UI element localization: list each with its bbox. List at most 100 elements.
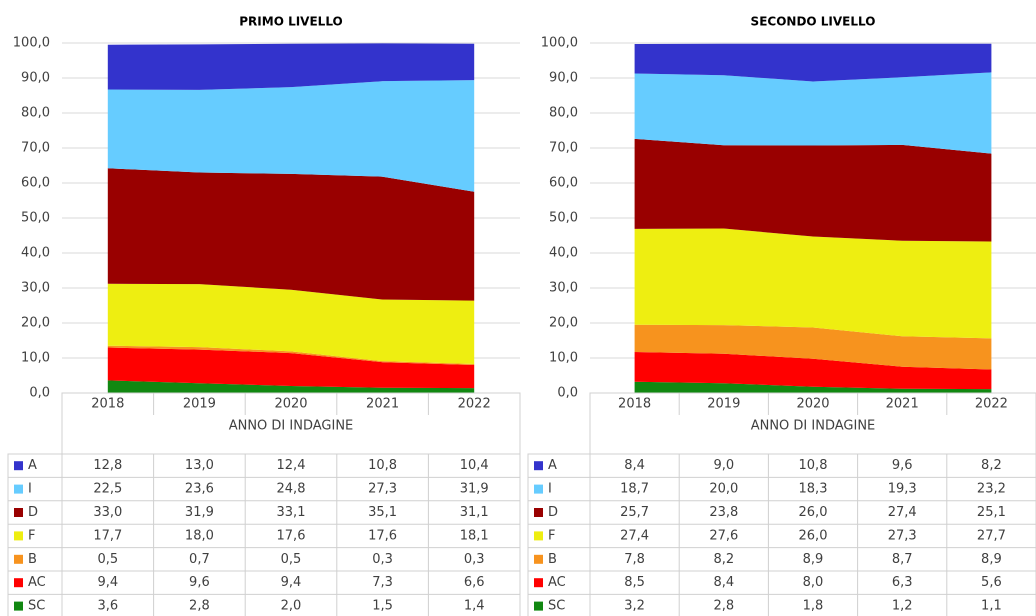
legend-marker: [534, 578, 543, 588]
y-tick-label: 50,0: [549, 211, 578, 226]
y-tick-label: 10,0: [549, 351, 578, 366]
table-cell: 2,8: [713, 599, 734, 614]
table-cell: 13,0: [185, 458, 214, 473]
area: [634, 72, 992, 154]
x-tick-label: 2018: [91, 397, 124, 412]
x-tick-label: 2021: [366, 397, 399, 412]
x-tick-label: 2019: [183, 397, 216, 412]
area: [634, 324, 992, 370]
y-tick-label: 0,0: [29, 386, 50, 401]
table-cell: 17,6: [368, 528, 397, 543]
legend-marker: [14, 461, 23, 471]
table-cell: 12,8: [93, 458, 122, 473]
table-cell: 27,3: [888, 528, 917, 543]
legend-marker: [534, 554, 543, 564]
table-cell: 27,4: [620, 528, 649, 543]
legend-label: B: [548, 552, 557, 567]
table-cell: 0,3: [464, 552, 485, 567]
legend-label: I: [28, 482, 32, 497]
table-cell: 27,3: [368, 482, 397, 497]
table-cell: 18,1: [460, 528, 489, 543]
area: [107, 168, 475, 301]
y-tick-label: 10,0: [21, 351, 50, 366]
y-tick-label: 90,0: [21, 71, 50, 86]
y-tick-label: 70,0: [21, 141, 50, 156]
legend-label: AC: [548, 575, 566, 590]
table-cell: 19,3: [888, 482, 917, 497]
table-cell: 17,6: [277, 528, 306, 543]
table-cell: 23,8: [709, 505, 738, 520]
x-tick-label: 2021: [886, 397, 919, 412]
table-cell: 0,5: [97, 552, 118, 567]
table-cell: 18,3: [799, 482, 828, 497]
table-cell: 1,2: [892, 599, 913, 614]
y-tick-label: 80,0: [21, 106, 50, 121]
legend-label: A: [28, 458, 37, 473]
area: [107, 43, 475, 90]
y-tick-label: 60,0: [21, 176, 50, 191]
table-cell: 8,9: [803, 552, 824, 567]
table-cell: 0,7: [189, 552, 210, 567]
table-cell: 1,5: [372, 599, 393, 614]
legend-label: B: [28, 552, 37, 567]
y-tick-label: 20,0: [21, 316, 50, 331]
table-cell: 27,7: [977, 528, 1006, 543]
table-cell: 2,0: [281, 599, 302, 614]
table-cell: 8,2: [981, 458, 1002, 473]
table-cell: 17,7: [93, 528, 122, 543]
legend-label: SC: [548, 599, 565, 614]
chart-title: SECONDO LIVELLO: [751, 15, 876, 29]
legend-marker: [14, 554, 23, 564]
y-tick-label: 100,0: [13, 36, 50, 51]
table-cell: 8,7: [892, 552, 913, 567]
legend-marker: [534, 461, 543, 471]
table-cell: 18,7: [620, 482, 649, 497]
table-cell: 23,2: [977, 482, 1006, 497]
area: [634, 138, 992, 242]
table-cell: 8,2: [713, 552, 734, 567]
y-tick-label: 0,0: [557, 386, 578, 401]
table-cell: 3,2: [624, 599, 645, 614]
area: [107, 80, 475, 192]
table-cell: 1,1: [981, 599, 1002, 614]
area: [634, 228, 992, 339]
x-tick-label: 2018: [618, 397, 651, 412]
table-cell: 9,4: [281, 575, 302, 590]
table-cell: 31,9: [460, 482, 489, 497]
legend-marker: [14, 601, 23, 611]
table-cell: 27,4: [888, 505, 917, 520]
table-cell: 8,9: [981, 552, 1002, 567]
y-tick-label: 80,0: [549, 106, 578, 121]
legend-marker: [534, 601, 543, 611]
area: [107, 283, 475, 364]
table-cell: 26,0: [799, 528, 828, 543]
table-cell: 6,6: [464, 575, 485, 590]
y-tick-label: 90,0: [549, 71, 578, 86]
legend-label: I: [548, 482, 552, 497]
table-cell: 3,6: [97, 599, 118, 614]
table-cell: 20,0: [709, 482, 738, 497]
legend-label: D: [548, 505, 558, 520]
table-cell: 9,6: [189, 575, 210, 590]
table-cell: 9,6: [892, 458, 913, 473]
table-frame: [7, 453, 521, 616]
table-cell: 9,4: [97, 575, 118, 590]
table-cell: 24,8: [277, 482, 306, 497]
x-tick-label: 2022: [975, 397, 1008, 412]
table-cell: 25,1: [977, 505, 1006, 520]
table-cell: 31,9: [185, 505, 214, 520]
y-tick-label: 70,0: [549, 141, 578, 156]
table-cell: 10,8: [368, 458, 397, 473]
table-cell: 1,4: [464, 599, 485, 614]
y-tick-label: 100,0: [541, 36, 578, 51]
table-cell: 10,8: [799, 458, 828, 473]
table-cell: 33,1: [277, 505, 306, 520]
table-cell: 0,3: [372, 552, 393, 567]
area: [634, 43, 992, 82]
legend-label: A: [548, 458, 557, 473]
legend-marker: [534, 508, 543, 517]
x-tick-label: 2020: [274, 397, 307, 412]
table-cell: 5,6: [981, 575, 1002, 590]
table-cell: 31,1: [460, 505, 489, 520]
